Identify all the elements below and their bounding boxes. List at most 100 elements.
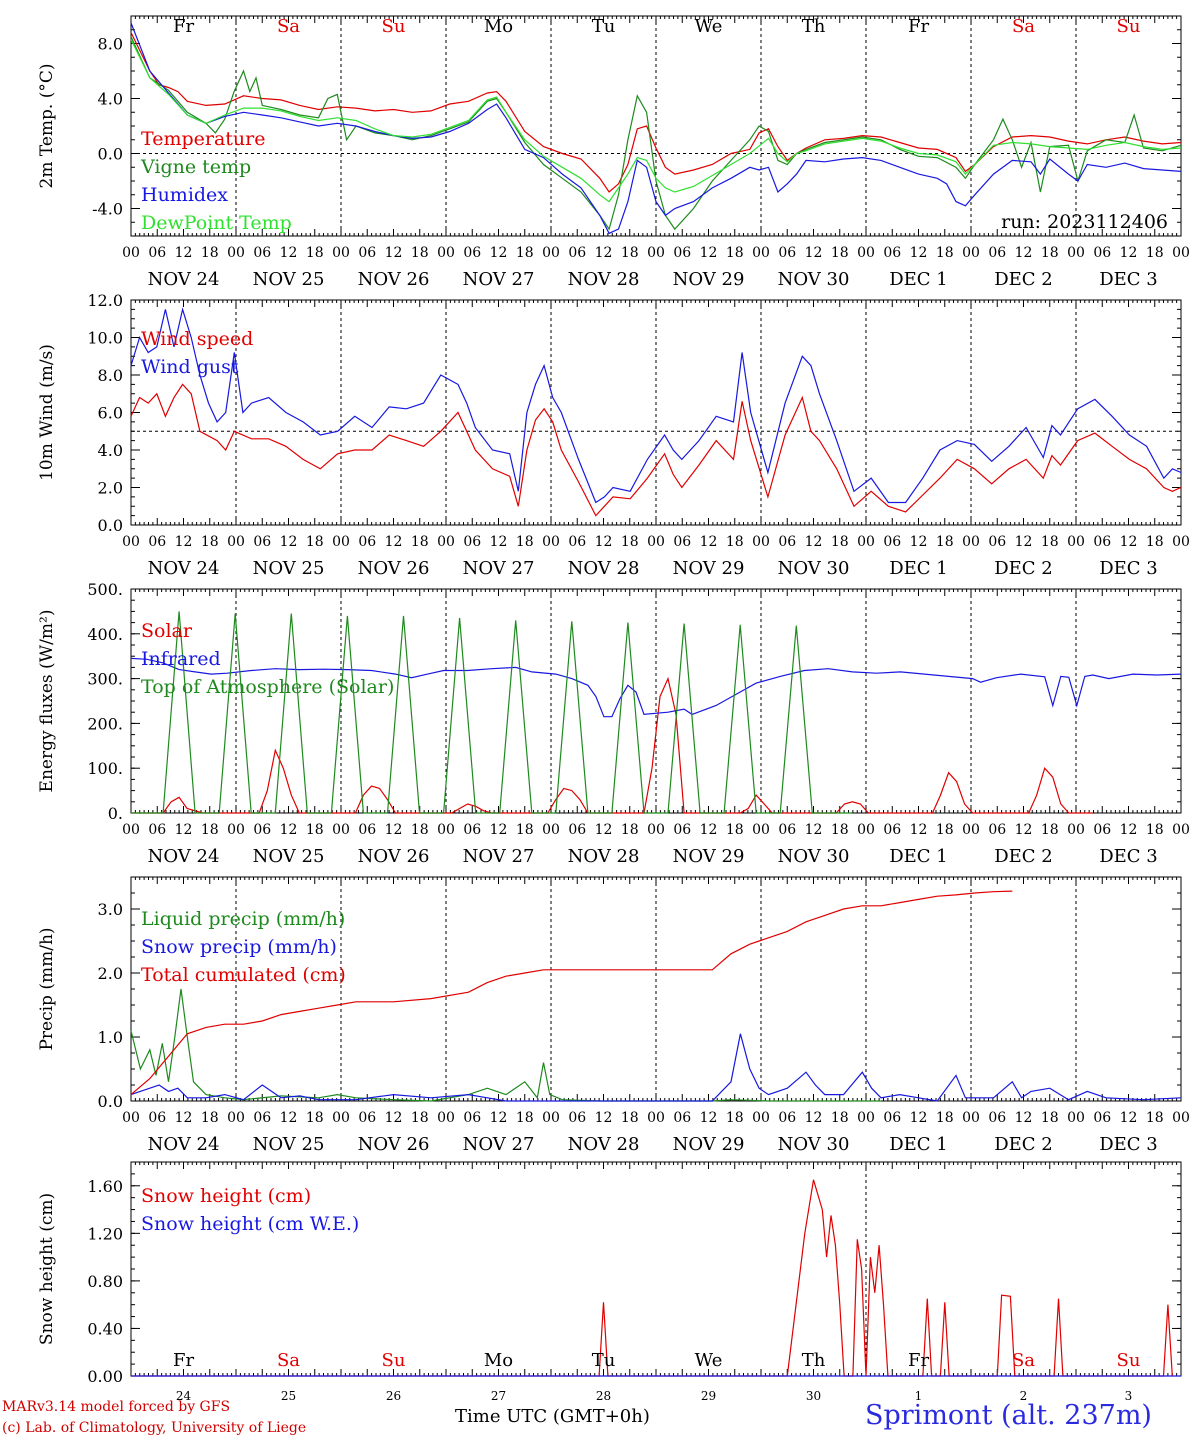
hour-tick-label: 18 bbox=[831, 534, 849, 550]
date-label: NOV 28 bbox=[568, 558, 640, 579]
hour-tick-label: 06 bbox=[148, 1110, 166, 1126]
date-label: NOV 30 bbox=[778, 269, 850, 290]
weekday-label: Tu bbox=[592, 1350, 616, 1371]
date-label: NOV 25 bbox=[253, 269, 325, 290]
hour-tick-label: 00 bbox=[542, 1110, 560, 1126]
series-line bbox=[130, 383, 1182, 517]
date-label: NOV 28 bbox=[568, 269, 640, 290]
hour-tick-label: 18 bbox=[1146, 245, 1164, 261]
hour-tick-label: 12 bbox=[175, 1110, 193, 1126]
weekday-label: Th bbox=[802, 16, 826, 37]
hour-tick-label: 18 bbox=[306, 822, 324, 838]
y-tick-label: 0.80 bbox=[87, 1272, 123, 1291]
weekday-label: We bbox=[695, 1350, 723, 1371]
hour-tick-label: 00 bbox=[1172, 1110, 1190, 1126]
hour-tick-label: 12 bbox=[490, 822, 508, 838]
hour-tick-label: 00 bbox=[122, 822, 140, 838]
date-label: NOV 30 bbox=[778, 846, 850, 867]
y-tick-label: 4.0 bbox=[98, 90, 123, 109]
hour-tick-label: 00 bbox=[1067, 534, 1085, 550]
y-tick-label: 8.0 bbox=[98, 366, 123, 385]
x-axis-title: Time UTC (GMT+0h) bbox=[455, 1406, 650, 1427]
date-label: DEC 3 bbox=[1099, 846, 1158, 867]
y-tick-label: 10.0 bbox=[87, 329, 123, 348]
legend-entry: Vigne temp bbox=[140, 156, 251, 178]
legend-entry: Snow height (cm W.E.) bbox=[141, 1213, 359, 1235]
hour-tick-label: 18 bbox=[621, 245, 639, 261]
hour-tick-label: 06 bbox=[463, 1110, 481, 1126]
hour-tick-label: 06 bbox=[463, 245, 481, 261]
hour-tick-label: 18 bbox=[621, 1110, 639, 1126]
credit-line: (c) Lab. of Climatology, University of L… bbox=[2, 1420, 307, 1436]
hour-tick-label: 00 bbox=[647, 822, 665, 838]
hour-tick-label: 18 bbox=[1041, 534, 1059, 550]
date-label: DEC 3 bbox=[1099, 1134, 1158, 1155]
hour-tick-label: 00 bbox=[752, 245, 770, 261]
hour-tick-label: 12 bbox=[805, 245, 823, 261]
y-tick-label: 500. bbox=[87, 580, 123, 599]
hour-tick-label: 00 bbox=[857, 1110, 875, 1126]
weekday-label: Su bbox=[382, 16, 406, 37]
y-axis-label: Precip (mm/h) bbox=[37, 927, 57, 1050]
hour-tick-label: 06 bbox=[778, 245, 796, 261]
hour-tick-label: 18 bbox=[516, 534, 534, 550]
day-number-label: 30 bbox=[806, 1389, 821, 1403]
hour-tick-label: 18 bbox=[201, 1110, 219, 1126]
y-tick-label: 2.0 bbox=[98, 479, 123, 498]
hour-tick-label: 12 bbox=[1015, 822, 1033, 838]
hour-tick-label: 06 bbox=[358, 822, 376, 838]
legend-entry: Wind speed bbox=[141, 328, 253, 350]
hour-tick-label: 18 bbox=[201, 534, 219, 550]
hour-tick-label: 00 bbox=[227, 534, 245, 550]
hour-tick-label: 12 bbox=[700, 534, 718, 550]
hour-tick-label: 06 bbox=[988, 534, 1006, 550]
hour-tick-label: 18 bbox=[1041, 245, 1059, 261]
day-number-label: 1 bbox=[915, 1389, 923, 1403]
legend-entry: Liquid precip (mm/h) bbox=[141, 908, 345, 930]
hour-tick-label: 06 bbox=[883, 534, 901, 550]
hour-tick-label: 12 bbox=[805, 1110, 823, 1126]
hour-tick-label: 06 bbox=[568, 245, 586, 261]
hour-tick-label: 12 bbox=[805, 534, 823, 550]
run-label: run: 2023112406 bbox=[1001, 211, 1168, 233]
hour-tick-label: 18 bbox=[831, 822, 849, 838]
hour-tick-label: 06 bbox=[988, 822, 1006, 838]
y-tick-label: -4.0 bbox=[92, 200, 123, 219]
hour-tick-label: 12 bbox=[700, 822, 718, 838]
date-label: NOV 26 bbox=[358, 558, 430, 579]
weekday-label: Fr bbox=[173, 16, 194, 37]
weekday-label: Sa bbox=[277, 1350, 300, 1371]
model-line: MARv3.14 model forced by GFS bbox=[2, 1399, 231, 1415]
y-tick-label: 0.00 bbox=[87, 1367, 123, 1386]
hour-tick-label: 00 bbox=[227, 1110, 245, 1126]
hour-tick-label: 06 bbox=[253, 245, 271, 261]
y-tick-label: 2.0 bbox=[98, 964, 123, 983]
legend-entry: Top of Atmosphere (Solar) bbox=[141, 676, 394, 698]
hour-tick-label: 00 bbox=[857, 822, 875, 838]
hour-tick-label: 12 bbox=[1120, 1110, 1138, 1126]
hour-tick-label: 00 bbox=[857, 534, 875, 550]
y-tick-label: 0.0 bbox=[98, 516, 123, 535]
date-label: NOV 27 bbox=[463, 1134, 535, 1155]
hour-tick-label: 06 bbox=[568, 534, 586, 550]
hour-tick-label: 00 bbox=[227, 822, 245, 838]
legend-entry: Wind gust bbox=[141, 356, 239, 378]
legend-entry: Humidex bbox=[141, 184, 228, 206]
series-line bbox=[130, 657, 1182, 718]
y-axis-label: Snow height (cm) bbox=[37, 1193, 57, 1345]
hour-tick-label: 12 bbox=[595, 1110, 613, 1126]
hour-tick-label: 12 bbox=[910, 534, 928, 550]
hour-tick-label: 12 bbox=[175, 822, 193, 838]
date-label: NOV 28 bbox=[568, 846, 640, 867]
hour-tick-label: 00 bbox=[437, 245, 455, 261]
day-number-label: 29 bbox=[701, 1389, 716, 1403]
hour-tick-label: 06 bbox=[148, 822, 166, 838]
date-label: NOV 27 bbox=[463, 846, 535, 867]
hour-tick-label: 18 bbox=[411, 245, 429, 261]
hour-tick-label: 18 bbox=[516, 1110, 534, 1126]
hour-tick-label: 12 bbox=[280, 822, 298, 838]
hour-tick-label: 12 bbox=[385, 822, 403, 838]
hour-tick-label: 06 bbox=[988, 1110, 1006, 1126]
